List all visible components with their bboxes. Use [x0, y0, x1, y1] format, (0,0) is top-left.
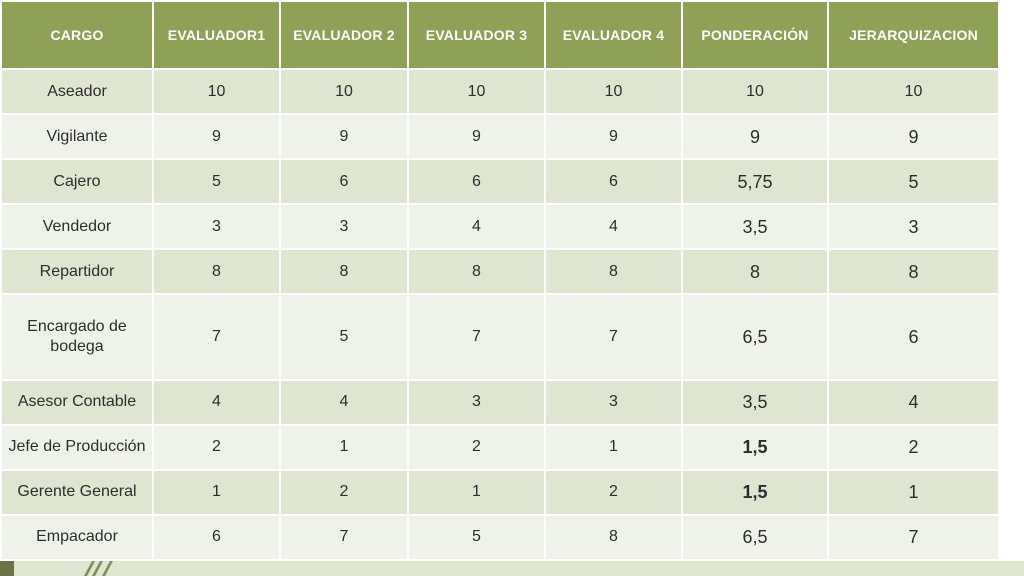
evaluador-4-cell: 10: [544, 68, 683, 115]
header-evaluador-2: EVALUADOR 2: [279, 0, 409, 70]
ponderacion-cell: 5,75: [681, 158, 829, 205]
cargo-cell: Jefe de Producción: [0, 423, 154, 471]
evaluador-3-cell: 9: [407, 113, 546, 160]
ponderacion-cell: 10: [681, 68, 829, 115]
evaluador-1-cell: 6: [152, 513, 281, 562]
cargo-cell: Gerente General: [0, 468, 154, 516]
evaluador-1-cell: 10: [152, 68, 281, 115]
evaluador-4-cell: 3: [544, 378, 683, 426]
evaluador-2-cell: 3: [279, 203, 409, 250]
jerarquizacion-cell: 4: [827, 378, 1000, 426]
table-row: Aseador 10 10 10 10 10 10: [0, 68, 1000, 115]
header-evaluador-3: EVALUADOR 3: [407, 0, 546, 70]
evaluador-3-cell: 10: [407, 68, 546, 115]
table-row: Cajero 5 6 6 6 5,75 5: [0, 158, 1000, 205]
evaluador-2-cell: 2: [279, 468, 409, 516]
table-row: Jefe de Producción 2 1 2 1 1,5 2: [0, 423, 1000, 471]
ponderacion-cell: 8: [681, 248, 829, 295]
ponderacion-cell: 1,5: [681, 468, 829, 516]
evaluador-1-cell: 5: [152, 158, 281, 205]
evaluador-4-cell: 7: [544, 293, 683, 381]
cargo-cell: Encargado de bodega: [0, 293, 154, 381]
evaluador-1-cell: 3: [152, 203, 281, 250]
ponderacion-cell: 3,5: [681, 378, 829, 426]
evaluador-1-cell: 2: [152, 423, 281, 471]
ponderacion-cell: 6,5: [681, 293, 829, 381]
jerarquizacion-cell: 9: [827, 113, 1000, 160]
header-ponderacion: PONDERACIÓN: [681, 0, 829, 70]
jerarquizacion-cell: 10: [827, 68, 1000, 115]
jerarquizacion-cell: 5: [827, 158, 1000, 205]
ponderacion-cell: 1,5: [681, 423, 829, 471]
ponderacion-cell: 6,5: [681, 513, 829, 562]
evaluador-4-cell: 6: [544, 158, 683, 205]
slide-footer-decoration: [0, 561, 1024, 576]
table-row: Gerente General 1 2 1 2 1,5 1: [0, 468, 1000, 516]
header-jerarquizacion: JERARQUIZACION: [827, 0, 1000, 70]
evaluador-3-cell: 3: [407, 378, 546, 426]
evaluador-3-cell: 8: [407, 248, 546, 295]
evaluador-4-cell: 8: [544, 513, 683, 562]
evaluador-3-cell: 4: [407, 203, 546, 250]
jerarquizacion-cell: 1: [827, 468, 1000, 516]
table-row: Encargado de bodega 7 5 7 7 6,5 6: [0, 293, 1000, 381]
evaluador-4-cell: 9: [544, 113, 683, 160]
cargo-cell: Repartidor: [0, 248, 154, 295]
cargo-cell: Aseador: [0, 68, 154, 115]
evaluador-2-cell: 4: [279, 378, 409, 426]
evaluador-3-cell: 2: [407, 423, 546, 471]
evaluador-4-cell: 4: [544, 203, 683, 250]
cargo-cell: Vendedor: [0, 203, 154, 250]
footer-accent-stroke: [102, 561, 113, 576]
cargo-cell: Empacador: [0, 513, 154, 562]
evaluador-4-cell: 1: [544, 423, 683, 471]
evaluador-4-cell: 8: [544, 248, 683, 295]
table-row: Vendedor 3 3 4 4 3,5 3: [0, 203, 1000, 250]
jerarquizacion-cell: 3: [827, 203, 1000, 250]
header-evaluador-1: EVALUADOR1: [152, 0, 281, 70]
evaluador-3-cell: 6: [407, 158, 546, 205]
jerarquizacion-cell: 7: [827, 513, 1000, 562]
ponderacion-cell: 3,5: [681, 203, 829, 250]
evaluation-table: CARGO EVALUADOR1 EVALUADOR 2 EVALUADOR 3…: [0, 0, 1000, 562]
cargo-cell: Asesor Contable: [0, 378, 154, 426]
jerarquizacion-cell: 8: [827, 248, 1000, 295]
cargo-cell: Vigilante: [0, 113, 154, 160]
evaluador-1-cell: 4: [152, 378, 281, 426]
evaluador-1-cell: 9: [152, 113, 281, 160]
evaluador-3-cell: 5: [407, 513, 546, 562]
evaluador-3-cell: 1: [407, 468, 546, 516]
cargo-cell: Cajero: [0, 158, 154, 205]
jerarquizacion-cell: 6: [827, 293, 1000, 381]
header-cargo: CARGO: [0, 0, 154, 70]
table-row: Asesor Contable 4 4 3 3 3,5 4: [0, 378, 1000, 426]
header-row: CARGO EVALUADOR1 EVALUADOR 2 EVALUADOR 3…: [0, 0, 1000, 70]
evaluador-2-cell: 9: [279, 113, 409, 160]
evaluador-2-cell: 5: [279, 293, 409, 381]
header-evaluador-4: EVALUADOR 4: [544, 0, 683, 70]
evaluador-2-cell: 7: [279, 513, 409, 562]
evaluador-3-cell: 7: [407, 293, 546, 381]
evaluador-2-cell: 10: [279, 68, 409, 115]
evaluador-1-cell: 8: [152, 248, 281, 295]
table-row: Empacador 6 7 5 8 6,5 7: [0, 513, 1000, 562]
evaluador-1-cell: 1: [152, 468, 281, 516]
ponderacion-cell: 9: [681, 113, 829, 160]
evaluador-2-cell: 6: [279, 158, 409, 205]
evaluador-2-cell: 8: [279, 248, 409, 295]
table-row: Vigilante 9 9 9 9 9 9: [0, 113, 1000, 160]
table-row: Repartidor 8 8 8 8 8 8: [0, 248, 1000, 295]
evaluador-4-cell: 2: [544, 468, 683, 516]
jerarquizacion-cell: 2: [827, 423, 1000, 471]
footer-accent-block: [0, 561, 14, 576]
evaluador-2-cell: 1: [279, 423, 409, 471]
evaluador-1-cell: 7: [152, 293, 281, 381]
